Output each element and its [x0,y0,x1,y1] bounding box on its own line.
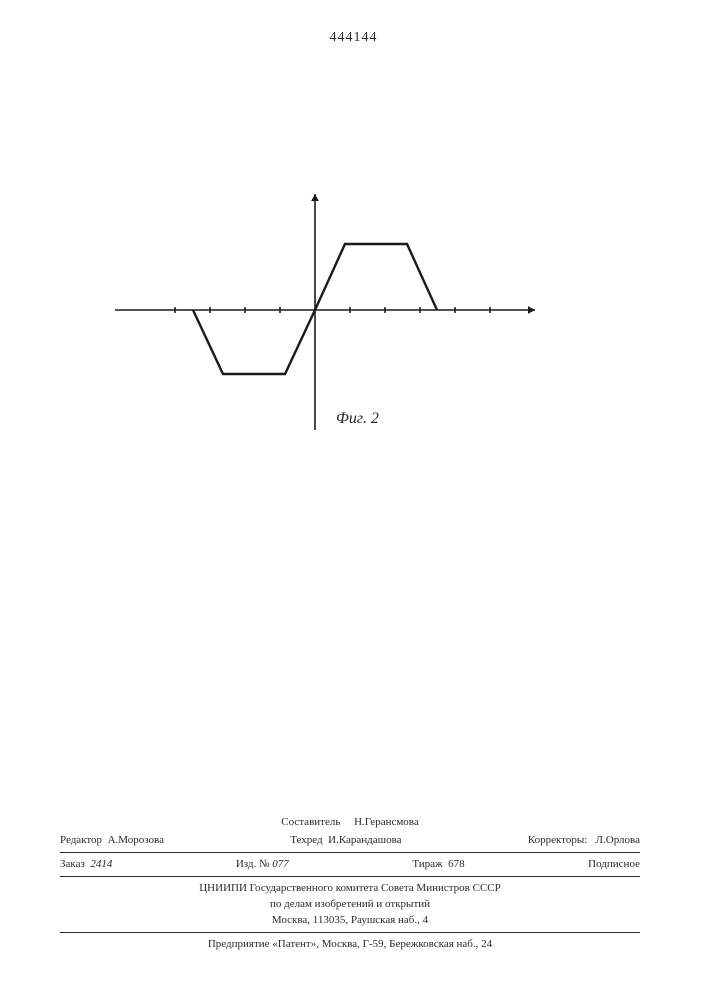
chart-caption: Фиг. 2 [336,410,379,428]
techred-name: И.Карандашова [328,834,401,846]
proof-name: Л.Орлова [596,834,640,846]
org-line-1: ЦНИИПИ Государственного комитета Совета … [60,881,640,897]
tirage-label: Тираж [412,858,442,870]
compiler-name: Н.Герансмова [354,816,419,828]
org-line-2: по делам изобретений и открытий [60,897,640,913]
colophon: Составитель Н.Герансмова Редактор А.Моро… [60,815,640,953]
compiler-line: Составитель Н.Герансмова [60,815,640,831]
order-label: Заказ [60,858,85,870]
org-lines: ЦНИИПИ Государственного комитета Совета … [60,881,640,933]
waveform-chart [115,180,545,440]
credits-row: Редактор А.Морозова Техред И.Карандашова… [60,833,640,853]
techred-label: Техред [290,834,322,846]
issue-num: 077 [272,858,289,870]
org-line-3: Москва, 113035, Раушская наб., 4 [60,913,640,929]
tirage-num: 678 [448,858,465,870]
editor-name: А.Морозова [108,834,164,846]
order-num: 2414 [90,858,112,870]
sub-label: Подписное [588,858,640,870]
page-number: 444144 [0,30,707,46]
order-row: Заказ 2414 Изд. № 077 Тираж 678 Подписно… [60,857,640,877]
chart-svg [115,180,545,440]
editor-label: Редактор [60,834,102,846]
addr-line: Предприятие «Патент», Москва, Г-59, Бере… [60,937,640,953]
issue-label: Изд. № [236,858,270,870]
compiler-label: Составитель [281,816,340,828]
proof-label: Корректоры: [528,834,587,846]
